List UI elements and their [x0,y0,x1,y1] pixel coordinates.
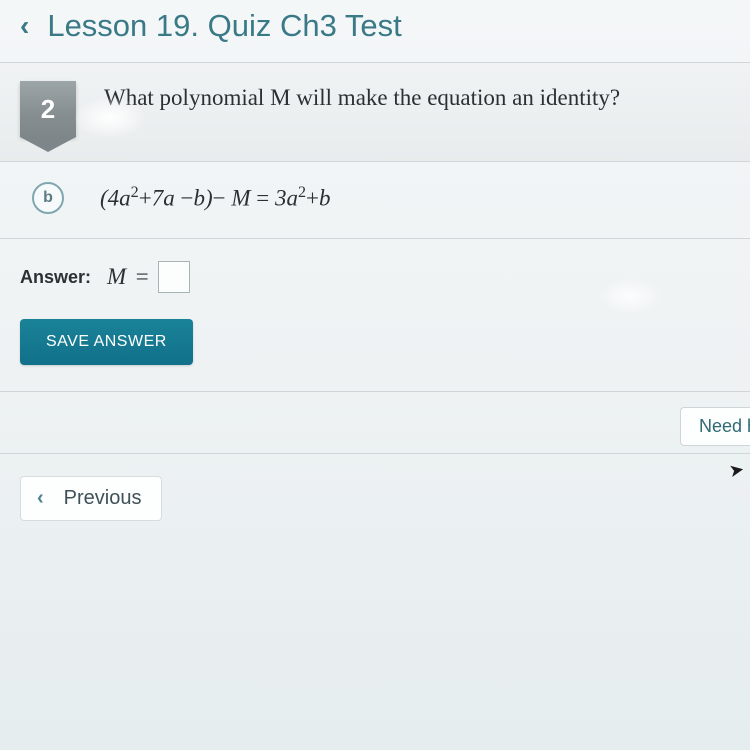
help-section: Need h [0,392,750,454]
save-answer-button[interactable]: SAVE ANSWER [20,319,193,365]
answer-input[interactable] [158,261,190,293]
navigation-section: ‹ Previous [0,454,750,543]
previous-button[interactable]: ‹ Previous [20,476,162,521]
equals-sign: = [134,264,150,290]
previous-label: Previous [64,487,142,510]
question-text: What polynomial M will make the equation… [104,79,630,111]
answer-row: Answer: M = [20,261,730,293]
chevron-left-icon: ‹ [37,487,44,510]
back-icon[interactable]: ‹ [20,10,29,42]
question-number-badge: 2 [20,81,76,137]
need-help-button[interactable]: Need h [680,407,750,446]
subpart-badge: b [32,182,64,214]
answer-variable: M [107,264,126,290]
question-number: 2 [41,94,55,125]
question-section: 2 What polynomial M will make the equati… [0,62,750,162]
lesson-title: Lesson 19. Quiz Ch3 Test [47,8,401,44]
header-bar: ‹ Lesson 19. Quiz Ch3 Test [0,0,750,62]
answer-section: Answer: M = SAVE ANSWER [0,239,750,392]
subpart-label: b [43,189,53,207]
subpart-section: b (4a2+7a −b)− M = 3a2+b [0,162,750,239]
answer-label: Answer: [20,267,91,288]
equation-display: (4a2+7a −b)− M = 3a2+b [100,184,331,212]
answer-expression: M = [107,261,190,293]
